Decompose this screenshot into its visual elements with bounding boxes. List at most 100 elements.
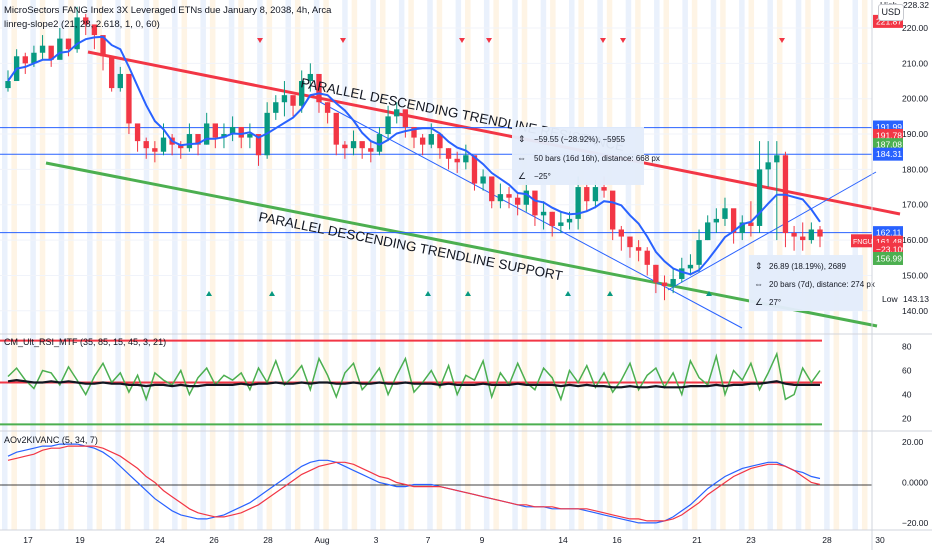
indicator-label: linreg-slope2 (21, 28, 2.618, 1, 0, 60): [4, 19, 160, 30]
measure-box-2[interactable]: ⇕ 26.89 (18.19%), 2689 ⇔ 20 bars (7d), d…: [749, 255, 875, 311]
candle-body: [575, 187, 581, 219]
price-tag-pct: −23.10%: [876, 244, 910, 254]
low-value: 143.13: [903, 294, 929, 304]
session-band: [512, 0, 518, 530]
ao-tick-label: 20.00: [902, 437, 924, 447]
candle-body: [661, 282, 668, 287]
candle-body: [756, 169, 763, 226]
rsi-tick-label: 20: [902, 413, 912, 423]
session-band: [493, 0, 499, 530]
session-band: [124, 0, 131, 530]
measure-box-2-icon-3: ∠: [755, 297, 763, 307]
symbol-tag-bg: [851, 234, 872, 248]
x-tick-label: Aug: [314, 535, 329, 545]
candle-body: [117, 73, 123, 89]
x-tick-label: 14: [558, 535, 568, 545]
candle-body: [273, 102, 279, 113]
candle-body: [653, 264, 659, 283]
candle-body: [549, 211, 555, 226]
candle-body: [610, 190, 616, 230]
x-tick-label: 24: [155, 535, 165, 545]
session-band: [153, 0, 159, 530]
measure-box-1-line-3: −25°: [534, 172, 551, 181]
candle-body: [739, 222, 745, 234]
y-tick-label: 150.00: [902, 270, 928, 280]
candle-body: [411, 126, 417, 138]
session-band: [739, 0, 745, 530]
session-band: [2, 0, 8, 530]
candle-body: [316, 73, 322, 103]
candle-body: [765, 162, 771, 170]
resistance-trendline: [87, 50, 901, 216]
channel-line-2: [667, 171, 877, 291]
session-band: [408, 0, 414, 530]
candle-body: [368, 148, 374, 152]
session-band: [96, 0, 102, 530]
candle-body: [618, 229, 624, 237]
session-band: [370, 0, 377, 530]
measure-box-2-icon-2: ⇔: [754, 279, 763, 289]
candle-body: [229, 126, 236, 135]
candle-body: [160, 137, 167, 152]
candle-body: [419, 137, 426, 145]
candle-body: [195, 134, 201, 145]
ao-title: AOv2KIVANC (5, 34, 7): [4, 435, 98, 445]
ao-fast-line: [7, 443, 821, 524]
x-tick-label: 30: [875, 535, 885, 545]
session-band: [663, 0, 669, 530]
moving-average-line: [7, 35, 821, 276]
candle-body: [696, 240, 702, 265]
rsi-tick-label: 80: [902, 342, 912, 352]
price-tag-221: 221.87: [876, 16, 902, 26]
price-tag-162: 162.11: [876, 228, 902, 238]
session-band: [455, 0, 462, 530]
candle-body: [31, 52, 37, 64]
x-tick-label: 26: [209, 535, 219, 545]
candle-body: [584, 187, 590, 202]
candle-body: [687, 264, 694, 269]
sell-signal-marker: [620, 38, 626, 43]
candle-body: [385, 116, 391, 135]
session-band: [342, 0, 348, 530]
session-band: [710, 0, 717, 530]
measure-box-1-icon: ⇕: [518, 134, 526, 144]
y-tick-label: 210.00: [902, 58, 928, 68]
candle-body: [186, 134, 193, 149]
session-band: [861, 0, 868, 530]
session-band: [313, 0, 320, 530]
session-band: [58, 0, 65, 530]
candle-body: [100, 35, 106, 57]
candle-body: [178, 144, 184, 149]
measure-box-1[interactable]: ⇕ −59.55 (−28.92%), −5955 ⇔ 50 bars (16d…: [512, 127, 660, 185]
candle-body: [800, 236, 806, 241]
candle-body: [126, 73, 132, 124]
support-trendline: [45, 161, 878, 328]
y-tick-label: 160.00: [902, 235, 928, 245]
buy-signal-marker: [269, 291, 275, 296]
session-band: [39, 0, 46, 530]
candle-body: [342, 144, 348, 149]
buy-signal-marker: [565, 291, 571, 296]
candle-body: [705, 222, 711, 241]
price-tag-161: 161.48: [876, 237, 902, 247]
candle-body: [670, 278, 676, 287]
candle-body: [601, 187, 607, 191]
candle-body: [39, 45, 46, 53]
session-band: [285, 0, 291, 530]
session-band: [398, 0, 405, 530]
candle-body: [497, 194, 504, 202]
candle-body: [730, 208, 737, 234]
buy-signal-marker: [706, 291, 712, 296]
currency-button[interactable]: USD: [878, 4, 904, 21]
candle-body: [428, 134, 434, 145]
candle-body: [817, 229, 823, 237]
y-tick-label: 180.00: [902, 164, 928, 174]
candle-body: [514, 197, 521, 205]
candle-body: [5, 81, 11, 89]
candle-body: [627, 236, 633, 248]
x-tick-label: 16: [612, 535, 622, 545]
candle-body: [204, 123, 210, 145]
sell-signal-marker: [340, 38, 346, 43]
y-tick-label: 220.00: [902, 23, 928, 33]
session-band: [597, 0, 603, 530]
